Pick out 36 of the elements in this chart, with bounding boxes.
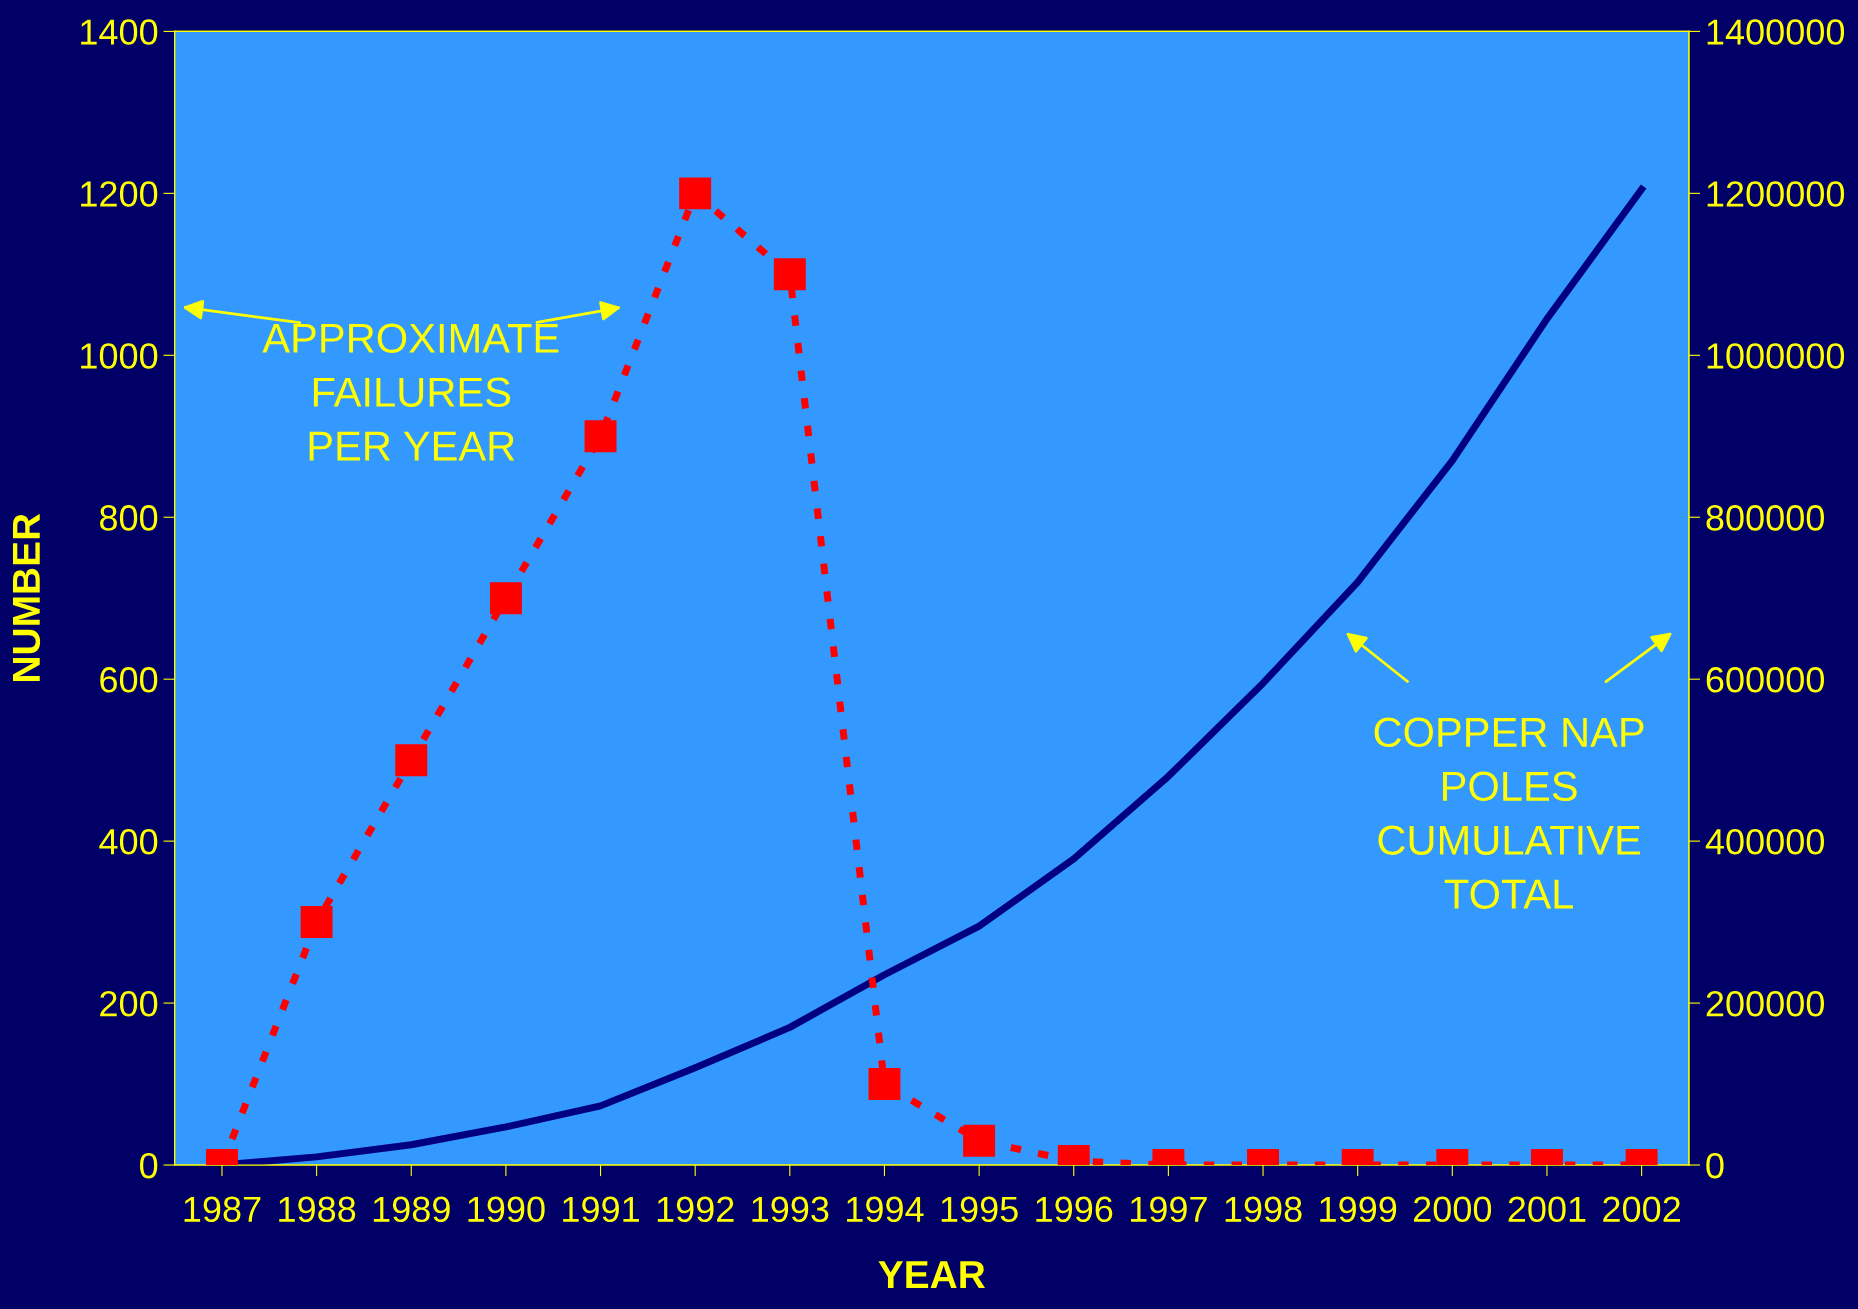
x-axis-title: YEAR: [878, 1261, 986, 1288]
x-tick-label: 1995: [941, 1196, 1018, 1223]
y2-tick-label: 600000: [1706, 667, 1824, 693]
x-tick-label: 2000: [1413, 1196, 1492, 1223]
y2-tick-label: 0: [1706, 1152, 1724, 1179]
y-tick-label: 600: [100, 667, 158, 693]
annotation: APPROXIMATE FAILURES PER YEAR: [262, 323, 559, 461]
y-tick-label: 0: [140, 1152, 158, 1179]
x-tick-label: 1988: [279, 1196, 356, 1223]
x-tick-label: 1997: [1130, 1196, 1207, 1223]
y-tick-label: 1200: [81, 181, 158, 207]
y2-tick-label: 400000: [1705, 828, 1824, 855]
x-tick-label: 1987: [184, 1196, 261, 1223]
x-tick-label: 1994: [847, 1196, 924, 1223]
x-tick-label: 1999: [1320, 1196, 1397, 1223]
y2-tick-label: 1400000: [1707, 19, 1845, 45]
x-tick-label: 1990: [468, 1196, 545, 1223]
x-tick-label: 1992: [657, 1196, 734, 1223]
y2-tick-label: 200000: [1706, 990, 1824, 1017]
y-tick-label: 800: [100, 505, 158, 531]
y2-tick-label: 800000: [1706, 505, 1824, 531]
x-tick-label: 2001: [1508, 1196, 1586, 1223]
x-tick-label: 1991: [563, 1196, 639, 1223]
y-tick-label: 1000: [81, 343, 158, 369]
x-tick-label: 1993: [752, 1196, 829, 1223]
y-tick-label: 400: [99, 828, 158, 855]
x-tick-label: 1996: [1036, 1196, 1113, 1223]
y-tick-label: 1400: [81, 19, 158, 45]
y-tick-label: 200: [100, 990, 158, 1017]
x-tick-label: 2002: [1603, 1196, 1680, 1223]
y2-tick-label: 1000000: [1707, 343, 1845, 369]
y2-tick-label: 1200000: [1707, 181, 1845, 207]
y-axis-title: NUMBER: [12, 513, 41, 681]
x-tick-label: 1998: [1225, 1196, 1302, 1223]
annotation: COPPER NAP POLES CUMULATIVE TOTAL: [1374, 717, 1644, 909]
x-tick-label: 1989: [373, 1196, 450, 1223]
